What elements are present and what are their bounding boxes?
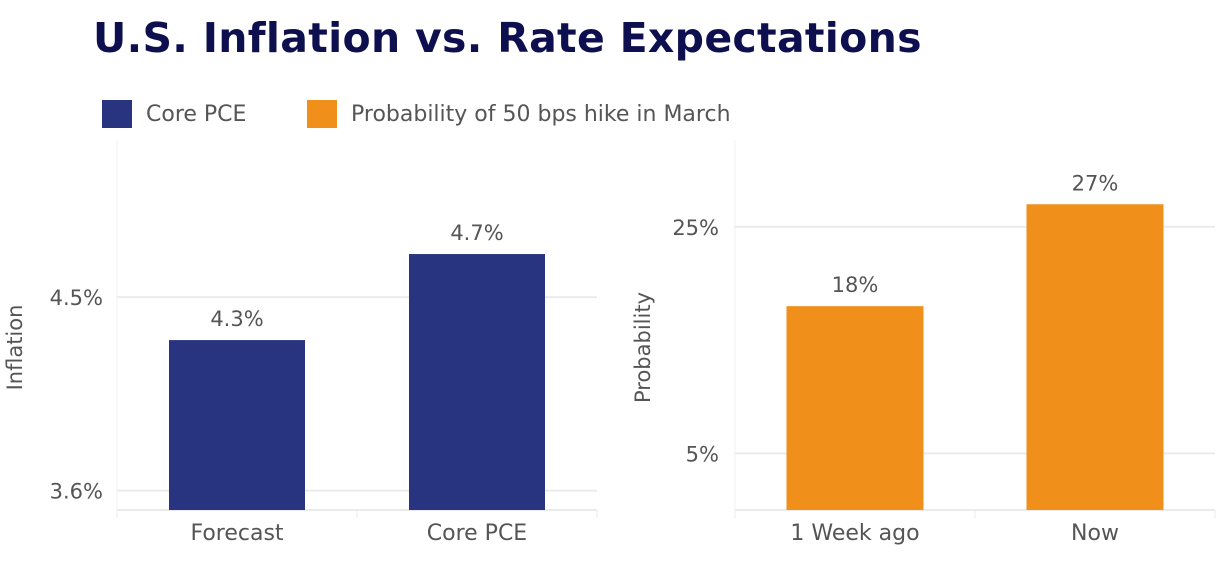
legend-label: Core PCE — [146, 101, 247, 127]
data-label: 18% — [832, 273, 879, 297]
data-label: 4.7% — [450, 221, 503, 245]
y-axis-label: Inflation — [3, 305, 27, 391]
legend-item-probability: Probability of 50 bps hike in March — [307, 100, 731, 128]
data-label: 4.3% — [210, 307, 263, 331]
y-tick-label: 5% — [686, 442, 719, 466]
y-tick-label: 4.5% — [50, 286, 103, 310]
legend-item-core-pce: Core PCE — [102, 100, 246, 128]
y-tick-label: 3.6% — [50, 480, 103, 504]
bar — [1026, 204, 1164, 510]
chart-title: U.S. Inflation vs. Rate Expectations — [93, 14, 922, 62]
bar — [169, 340, 305, 510]
x-tick-label: 1 Week ago — [790, 521, 919, 546]
x-tick-label: Core PCE — [427, 521, 527, 546]
legend-swatch-probability — [307, 100, 337, 128]
bar — [786, 306, 924, 510]
data-label: 27% — [1072, 171, 1119, 195]
y-tick-label: 25% — [672, 216, 719, 240]
legend-swatch-core-pce — [102, 100, 132, 128]
x-tick-label: Now — [1071, 521, 1119, 546]
y-axis-label: Probability — [631, 292, 655, 403]
legend-label: Probability of 50 bps hike in March — [351, 101, 731, 127]
x-tick-label: Forecast — [190, 521, 283, 546]
bar — [409, 254, 545, 510]
